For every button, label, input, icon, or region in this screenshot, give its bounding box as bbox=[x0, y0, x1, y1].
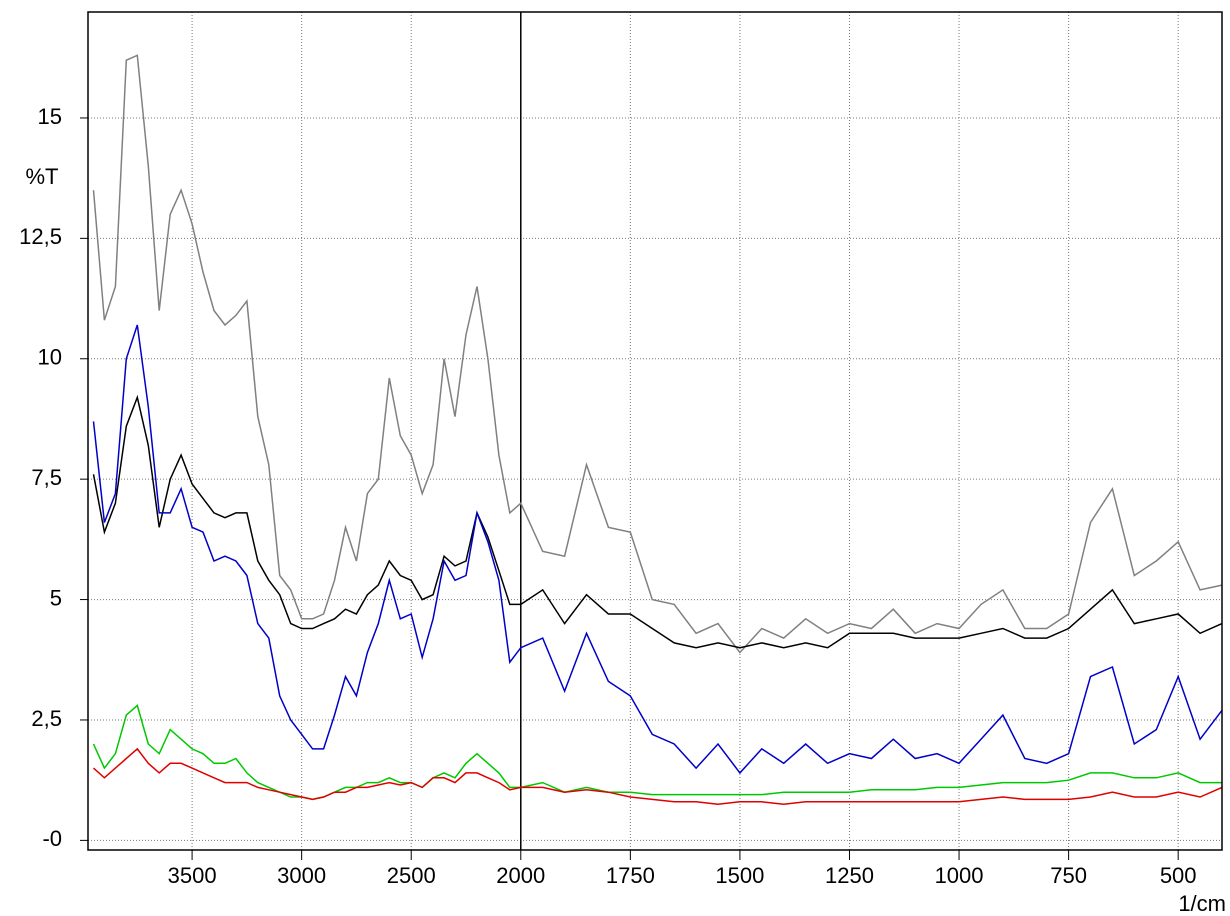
y-tick-label: 5 bbox=[50, 585, 62, 610]
x-tick-label: 1750 bbox=[606, 863, 655, 888]
x-tick-label: 1500 bbox=[715, 863, 764, 888]
x-tick-label: 3000 bbox=[277, 863, 326, 888]
y-tick-label: 2,5 bbox=[31, 706, 62, 731]
y-tick-label: 12,5 bbox=[19, 224, 62, 249]
x-tick-label: 2000 bbox=[496, 863, 545, 888]
x-tick-label: 3500 bbox=[168, 863, 217, 888]
x-tick-label: 500 bbox=[1160, 863, 1197, 888]
spectrum-line bbox=[92, 54, 1223, 654]
y-tick-label: -0 bbox=[42, 826, 62, 851]
x-tick-label: 1000 bbox=[935, 863, 984, 888]
x-tick-label: 2500 bbox=[387, 863, 436, 888]
x-tick-label: 750 bbox=[1050, 863, 1087, 888]
spectrum-line bbox=[92, 324, 1223, 775]
y-tick-label: 7,5 bbox=[31, 465, 62, 490]
x-axis-label: 1/cm bbox=[1178, 891, 1226, 916]
spectrum-line bbox=[92, 394, 1223, 649]
spectrum-line bbox=[93, 747, 1223, 805]
plot-frame bbox=[87, 11, 1223, 851]
y-tick-label: 10 bbox=[38, 345, 62, 370]
y-tick-label: 15 bbox=[38, 104, 62, 129]
spectrum-line bbox=[92, 704, 1222, 801]
x-tick-label: 1250 bbox=[825, 863, 874, 888]
y-axis-label: %T bbox=[26, 164, 59, 189]
